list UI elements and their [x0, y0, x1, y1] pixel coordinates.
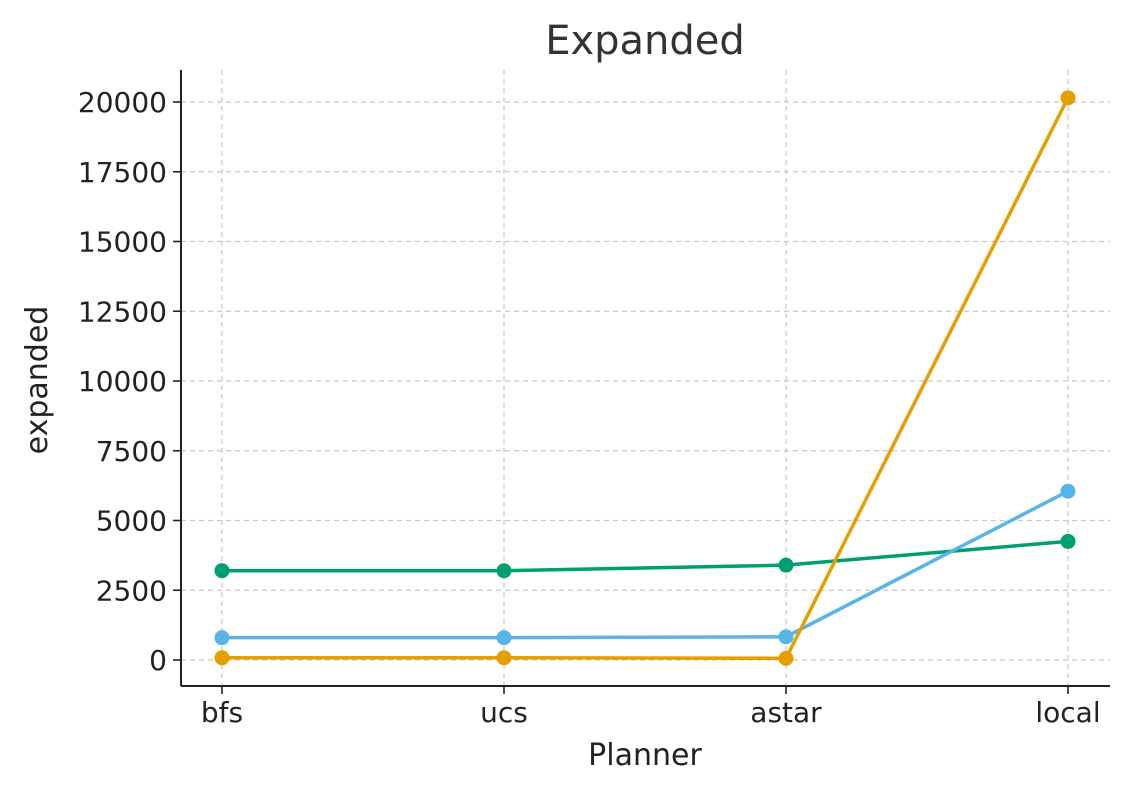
- chart-title: Expanded: [545, 18, 745, 64]
- y-axis-label: expanded: [20, 306, 55, 455]
- data-point: [778, 650, 794, 666]
- data-point: [1060, 90, 1076, 106]
- ticks-layer: 0 2500 5000 7500 10000 12500 15000 17500 20000 bf…: [78, 86, 1101, 729]
- data-point: [496, 563, 512, 579]
- x-tick-label: astar: [750, 696, 822, 729]
- x-tick-label: bfs: [201, 696, 243, 729]
- y-tick-label: 12500: [78, 295, 167, 328]
- x-tick-label: ucs: [480, 696, 528, 729]
- series-layer: [214, 90, 1076, 666]
- y-tick-label: 15000: [78, 226, 167, 259]
- data-point: [214, 630, 230, 646]
- y-tick-label: 17500: [78, 156, 167, 189]
- y-tick-label: 5000: [96, 505, 167, 538]
- data-point: [496, 630, 512, 646]
- y-tick-label: 20000: [78, 86, 167, 119]
- series-line: [220, 539, 1070, 573]
- data-point: [214, 563, 230, 579]
- y-tick-label: 10000: [78, 365, 167, 398]
- grid-layer: [181, 70, 1110, 686]
- series-2: [214, 90, 1076, 666]
- y-tick-label: 0: [149, 644, 167, 677]
- x-axis-label: Planner: [588, 738, 702, 773]
- data-point: [496, 650, 512, 666]
- x-tick-label: local: [1035, 696, 1100, 729]
- series-1: [214, 483, 1076, 646]
- data-point: [778, 629, 794, 645]
- axes-layer: [180, 70, 1110, 687]
- data-point: [778, 557, 794, 573]
- data-point: [214, 650, 230, 666]
- y-tick-label: 7500: [96, 435, 167, 468]
- y-tick-label: 2500: [96, 574, 167, 607]
- series-line: [220, 489, 1070, 640]
- data-point: [1060, 483, 1076, 499]
- series-0: [214, 533, 1076, 579]
- series-line: [220, 96, 1070, 661]
- data-point: [1060, 533, 1076, 549]
